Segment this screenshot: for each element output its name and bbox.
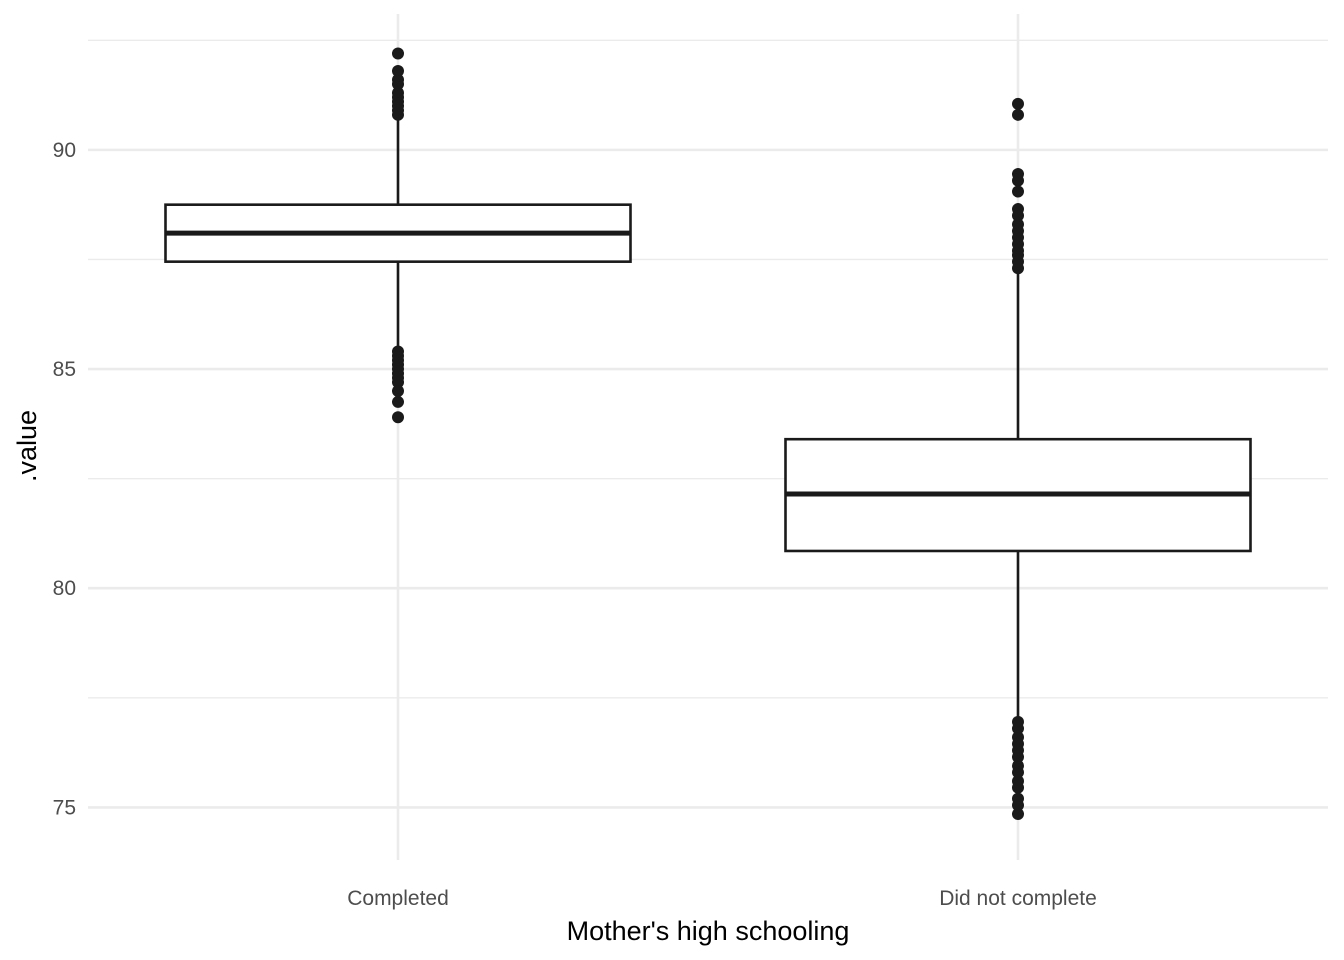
x-tick-label: Completed	[347, 887, 449, 910]
outlier-point	[1012, 209, 1024, 222]
x-axis-ticks: Completed Did not complete	[347, 887, 1097, 910]
y-tick-label: 85	[53, 358, 76, 381]
y-tick-label: 75	[53, 796, 76, 819]
outlier-point	[392, 64, 404, 77]
outlier-point	[1012, 108, 1024, 121]
outlier-point	[392, 376, 404, 389]
outlier-point	[1012, 750, 1024, 763]
y-axis-ticks: 75 80 85 90	[53, 139, 76, 820]
box-group	[164, 47, 632, 424]
plot-area	[164, 47, 1252, 820]
outlier-point	[1012, 185, 1024, 198]
outlier-point	[1012, 97, 1024, 110]
outlier-point	[392, 108, 404, 121]
x-axis-title: Mother's high schooling	[567, 916, 850, 946]
outlier-point	[1012, 766, 1024, 779]
grid	[88, 14, 1328, 860]
y-tick-label: 80	[53, 577, 76, 600]
outlier-point	[392, 47, 404, 60]
box-group	[784, 97, 1252, 820]
outlier-point	[1012, 807, 1024, 820]
outlier-point	[1012, 174, 1024, 187]
outlier-point	[392, 411, 404, 424]
y-axis-title: .value	[12, 410, 42, 482]
y-tick-label: 90	[53, 139, 76, 162]
x-tick-label: Did not complete	[939, 887, 1097, 910]
outlier-point	[1012, 262, 1024, 275]
outlier-point	[1012, 781, 1024, 794]
outlier-point	[392, 78, 404, 91]
outlier-point	[392, 384, 404, 397]
outlier-point	[1012, 722, 1024, 735]
outlier-point	[392, 395, 404, 408]
outlier-point	[1012, 799, 1024, 812]
